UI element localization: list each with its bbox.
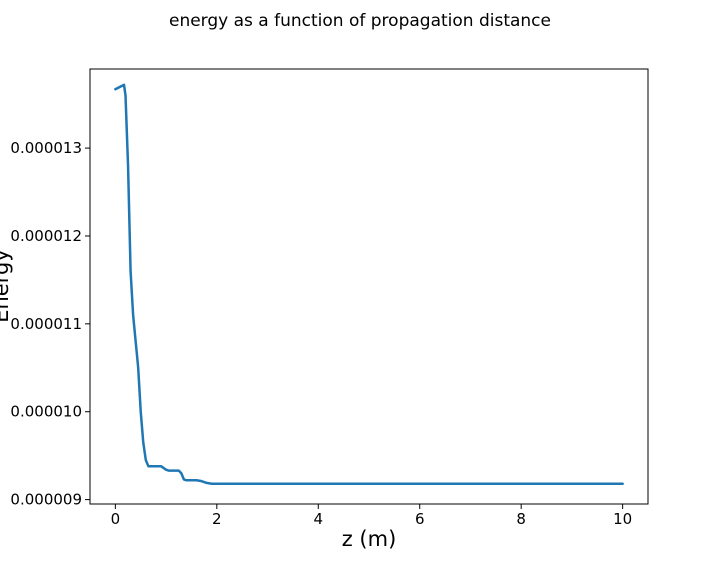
plot-frame <box>89 68 649 505</box>
energy-series-line <box>114 83 624 486</box>
x-axis: 0 2 4 6 8 10 <box>111 504 632 528</box>
x-tick-label: 0 <box>111 510 121 528</box>
y-axis-label: Energy <box>0 249 13 323</box>
y-tick-label: 0.000009 <box>10 491 82 509</box>
x-tick-label: 2 <box>212 510 222 528</box>
y-tick-label: 0.000013 <box>10 139 82 157</box>
x-tick-label: 10 <box>613 510 632 528</box>
chart-title: energy as a function of propagation dist… <box>169 11 551 31</box>
x-axis-label: z (m) <box>342 527 397 551</box>
y-tick-label: 0.000011 <box>10 315 82 333</box>
y-tick-label: 0.000012 <box>10 227 82 245</box>
x-tick-label: 6 <box>415 510 425 528</box>
x-tick-label: 8 <box>516 510 526 528</box>
series-layer <box>114 83 624 486</box>
y-tick-label: 0.000010 <box>10 403 82 421</box>
y-axis: 0.000009 0.000010 0.000011 0.000012 0.000013 <box>10 139 90 509</box>
x-tick-label: 4 <box>313 510 323 528</box>
